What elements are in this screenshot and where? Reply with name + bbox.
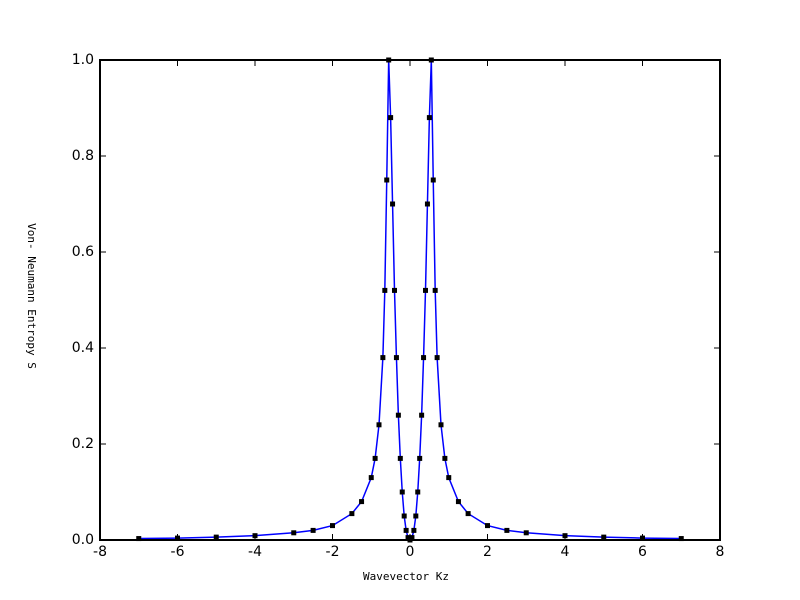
- marker: [601, 534, 607, 540]
- marker: [368, 475, 374, 481]
- marker: [136, 536, 142, 542]
- x-tick-label: 6: [638, 544, 647, 560]
- marker: [372, 455, 378, 461]
- marker: [432, 287, 438, 293]
- marker: [504, 527, 510, 533]
- marker: [465, 511, 471, 517]
- x-axis-label: Wavevector Kz: [363, 570, 449, 583]
- marker: [393, 355, 399, 361]
- marker: [380, 355, 386, 361]
- marker: [395, 412, 401, 418]
- y-tick-label: 0.4: [72, 340, 94, 356]
- marker: [442, 455, 448, 461]
- marker: [430, 177, 436, 183]
- marker: [175, 535, 180, 541]
- marker: [640, 535, 645, 541]
- y-tick-label: 1.0: [72, 52, 94, 68]
- marker: [485, 523, 490, 529]
- marker: [523, 530, 529, 536]
- marker: [330, 523, 335, 529]
- y-tick-label: 0.8: [72, 148, 94, 164]
- marker: [415, 489, 421, 495]
- x-tick-label: -6: [171, 544, 185, 560]
- marker: [384, 177, 390, 183]
- x-tick-label: -8: [93, 544, 107, 560]
- marker: [678, 536, 684, 542]
- marker: [421, 355, 427, 361]
- marker: [423, 287, 428, 293]
- marker: [252, 533, 258, 539]
- y-tick-label: 0.6: [72, 244, 94, 260]
- marker: [411, 527, 417, 533]
- marker: [213, 534, 219, 540]
- y-tick-label: 0.2: [72, 436, 94, 452]
- marker: [382, 287, 388, 293]
- marker: [401, 513, 407, 519]
- x-tick-label: 0: [406, 544, 415, 560]
- marker: [562, 533, 568, 539]
- marker: [426, 115, 432, 121]
- marker: [417, 455, 423, 461]
- marker: [349, 511, 355, 517]
- marker: [409, 535, 415, 541]
- marker: [392, 287, 397, 293]
- x-tick-label: 8: [716, 544, 725, 560]
- marker: [291, 530, 297, 536]
- x-tick-label: -2: [326, 544, 340, 560]
- x-tick-label: 4: [561, 544, 570, 560]
- y-axis-label: Von- Neumann Entropy S: [25, 223, 38, 369]
- marker: [424, 201, 430, 207]
- plot-frame: [99, 59, 721, 541]
- marker: [434, 355, 440, 361]
- y-tick-label: 0.0: [72, 532, 94, 548]
- marker: [388, 115, 394, 121]
- marker: [446, 475, 452, 481]
- marker: [397, 455, 403, 461]
- marker: [376, 422, 382, 428]
- x-tick-label: 2: [483, 544, 492, 560]
- marker: [455, 499, 461, 505]
- marker: [403, 527, 409, 533]
- marker: [438, 422, 444, 428]
- marker: [359, 499, 365, 505]
- marker: [419, 412, 425, 418]
- marker: [413, 513, 419, 519]
- marker: [399, 489, 405, 495]
- x-tick-label: -4: [248, 544, 262, 560]
- marker: [310, 527, 316, 533]
- marker: [390, 201, 396, 207]
